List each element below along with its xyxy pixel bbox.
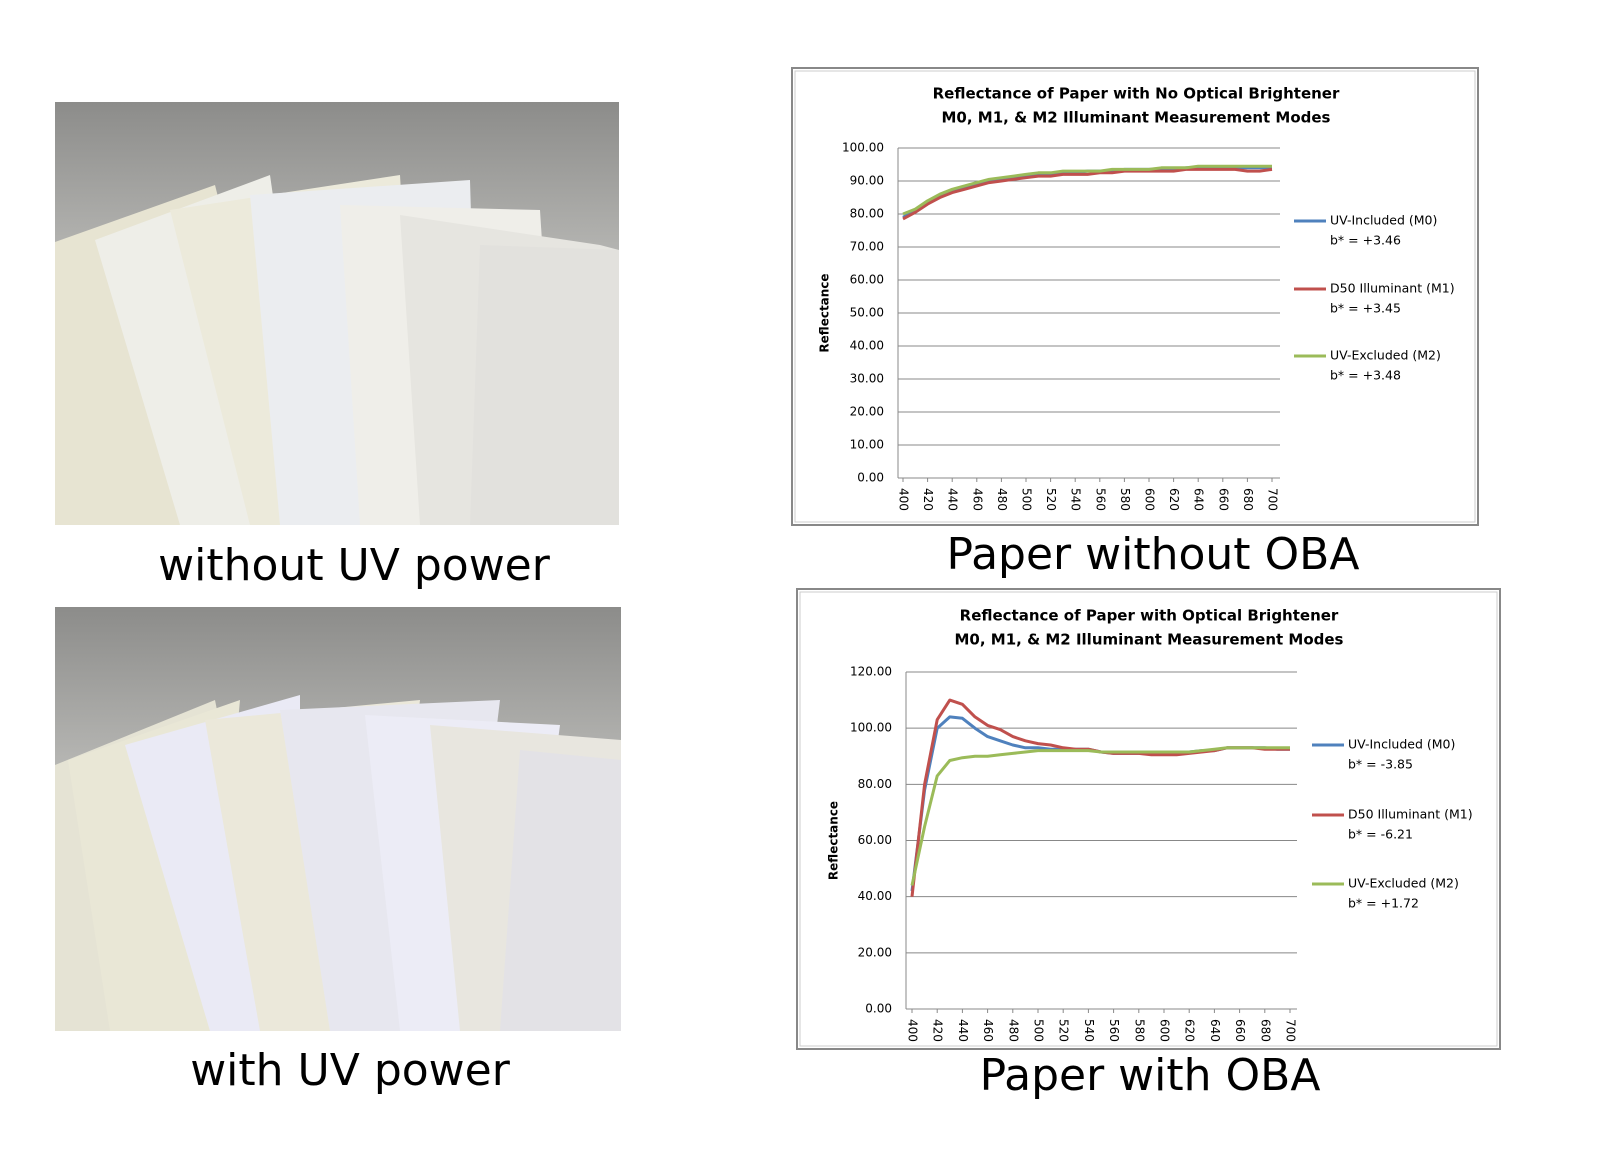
chart-frame-inner: [794, 70, 1476, 523]
y-tick-label: 120.00: [850, 665, 892, 679]
x-tick-label: 640: [1208, 1019, 1222, 1042]
chart-frame-inner: [799, 591, 1498, 1047]
legend-label: UV-Included (M0): [1330, 213, 1437, 228]
y-tick-label: 40.00: [850, 339, 884, 353]
x-tick-label: 440: [956, 1019, 970, 1042]
legend-label: D50 Illuminant (M1): [1330, 281, 1455, 296]
chart-caption: Paper with OBA: [980, 1050, 1321, 1101]
chart-title: Reflectance of Paper with No Optical Bri…: [933, 85, 1340, 103]
x-tick-label: 660: [1216, 488, 1230, 511]
y-tick-label: 10.00: [850, 438, 884, 452]
x-tick-label: 400: [906, 1019, 920, 1042]
x-tick-label: 500: [1020, 488, 1034, 511]
x-tick-label: 560: [1093, 488, 1107, 511]
x-tick-label: 480: [1006, 1019, 1020, 1042]
series-line: [902, 167, 1273, 221]
legend-note: b* = -6.21: [1348, 827, 1413, 842]
x-tick-label: 640: [1192, 488, 1206, 511]
x-tick-label: 700: [1266, 488, 1280, 511]
chart-subtitle: M0, M1, & M2 Illuminant Measurement Mode…: [942, 109, 1331, 127]
legend-note: b* = +3.46: [1330, 233, 1401, 248]
x-tick-label: 660: [1233, 1019, 1247, 1042]
legend-label: UV-Included (M0): [1348, 737, 1455, 752]
series-line: [910, 746, 1290, 886]
y-tick-label: 60.00: [858, 833, 892, 847]
photo: [55, 102, 619, 525]
legend-note: b* = +3.45: [1330, 301, 1401, 316]
y-axis-label: Reflectance: [827, 801, 841, 880]
x-tick-label: 420: [921, 488, 935, 511]
x-tick-label: 580: [1118, 488, 1132, 511]
x-tick-label: 600: [1158, 1019, 1172, 1042]
photo-caption: without UV power: [158, 540, 551, 591]
x-tick-label: 400: [897, 488, 911, 511]
chart-title: Reflectance of Paper with Optical Bright…: [960, 607, 1339, 625]
x-tick-label: 480: [995, 488, 1009, 511]
x-tick-label: 680: [1241, 488, 1255, 511]
photo: [55, 607, 621, 1031]
chart-frame: [791, 67, 1479, 526]
x-tick-label: 520: [1044, 488, 1058, 511]
x-tick-label: 460: [970, 488, 984, 511]
y-tick-label: 0.00: [857, 471, 884, 485]
chart-frame: [796, 588, 1501, 1050]
y-axis-label: Reflectance: [818, 273, 832, 352]
x-tick-label: 560: [1107, 1019, 1121, 1042]
y-tick-label: 40.00: [858, 889, 892, 903]
x-tick-label: 440: [946, 488, 960, 511]
x-tick-label: 680: [1258, 1019, 1272, 1042]
y-tick-label: 20.00: [858, 945, 892, 959]
legend-label: UV-Excluded (M2): [1348, 876, 1459, 891]
photo-caption: with UV power: [190, 1045, 511, 1096]
y-tick-label: 70.00: [850, 240, 884, 254]
legend-label: UV-Excluded (M2): [1330, 348, 1441, 363]
y-tick-label: 60.00: [850, 273, 884, 287]
x-tick-label: 540: [1082, 1019, 1096, 1042]
y-tick-label: 100.00: [850, 721, 892, 735]
x-tick-label: 520: [1057, 1019, 1071, 1042]
legend-note: b* = +1.72: [1348, 896, 1419, 911]
x-tick-label: 540: [1069, 488, 1083, 511]
legend-note: b* = +3.48: [1330, 368, 1401, 383]
x-tick-label: 620: [1167, 488, 1181, 511]
y-tick-label: 20.00: [850, 405, 884, 419]
x-tick-label: 580: [1132, 1019, 1146, 1042]
y-tick-label: 30.00: [850, 372, 884, 386]
y-tick-label: 80.00: [858, 777, 892, 791]
chart-subtitle: M0, M1, & M2 Illuminant Measurement Mode…: [955, 631, 1344, 649]
x-tick-label: 700: [1284, 1019, 1298, 1042]
chart-caption: Paper without OBA: [947, 529, 1360, 580]
series-line: [902, 164, 1272, 216]
x-tick-label: 600: [1143, 488, 1157, 511]
legend-label: D50 Illuminant (M1): [1348, 807, 1473, 822]
y-tick-label: 80.00: [850, 207, 884, 221]
y-tick-label: 100.00: [842, 141, 884, 155]
x-tick-label: 420: [931, 1019, 945, 1042]
y-tick-label: 90.00: [850, 174, 884, 188]
y-tick-label: 0.00: [865, 1002, 892, 1016]
legend-note: b* = -3.85: [1348, 757, 1413, 772]
y-tick-label: 50.00: [850, 306, 884, 320]
x-tick-label: 460: [981, 1019, 995, 1042]
x-tick-label: 500: [1032, 1019, 1046, 1042]
x-tick-label: 620: [1183, 1019, 1197, 1042]
